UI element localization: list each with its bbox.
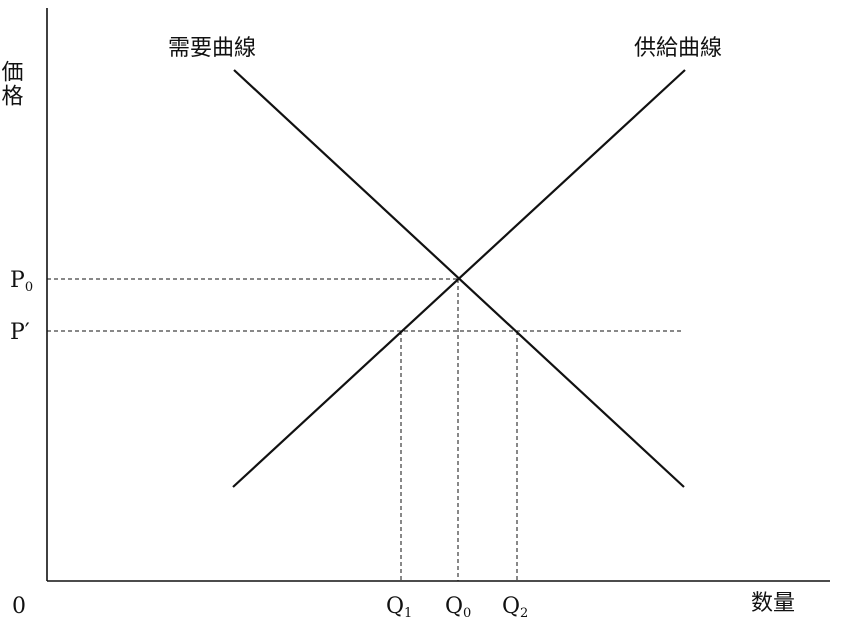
price-label-p-prime: P′ [10, 320, 30, 345]
y-axis-label: 価格 [0, 60, 24, 108]
quantity-label-q0: Q0 [445, 594, 471, 621]
quantity-label-q1: Q1 [386, 594, 412, 621]
price-label-p0: P0 [10, 268, 33, 295]
supply-curve [232, 69, 686, 488]
supply-curve-label: 供給曲線 [634, 36, 722, 61]
x-axis-label: 数量 [751, 591, 795, 616]
origin-label: 0 [12, 594, 26, 619]
quantity-label-q2: Q2 [502, 594, 528, 621]
demand-curve-label: 需要曲線 [168, 36, 256, 61]
